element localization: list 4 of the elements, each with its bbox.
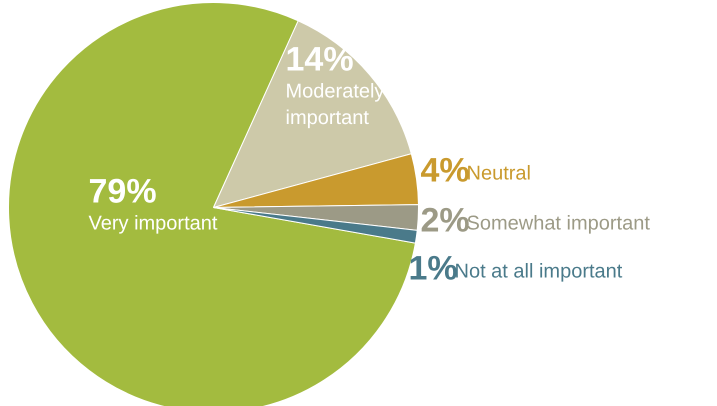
- data-label: 14%: [286, 40, 354, 78]
- slice-label: Very important: [88, 212, 218, 234]
- data-label: 79%: [88, 172, 157, 210]
- slice-label: Moderately important: [286, 80, 384, 129]
